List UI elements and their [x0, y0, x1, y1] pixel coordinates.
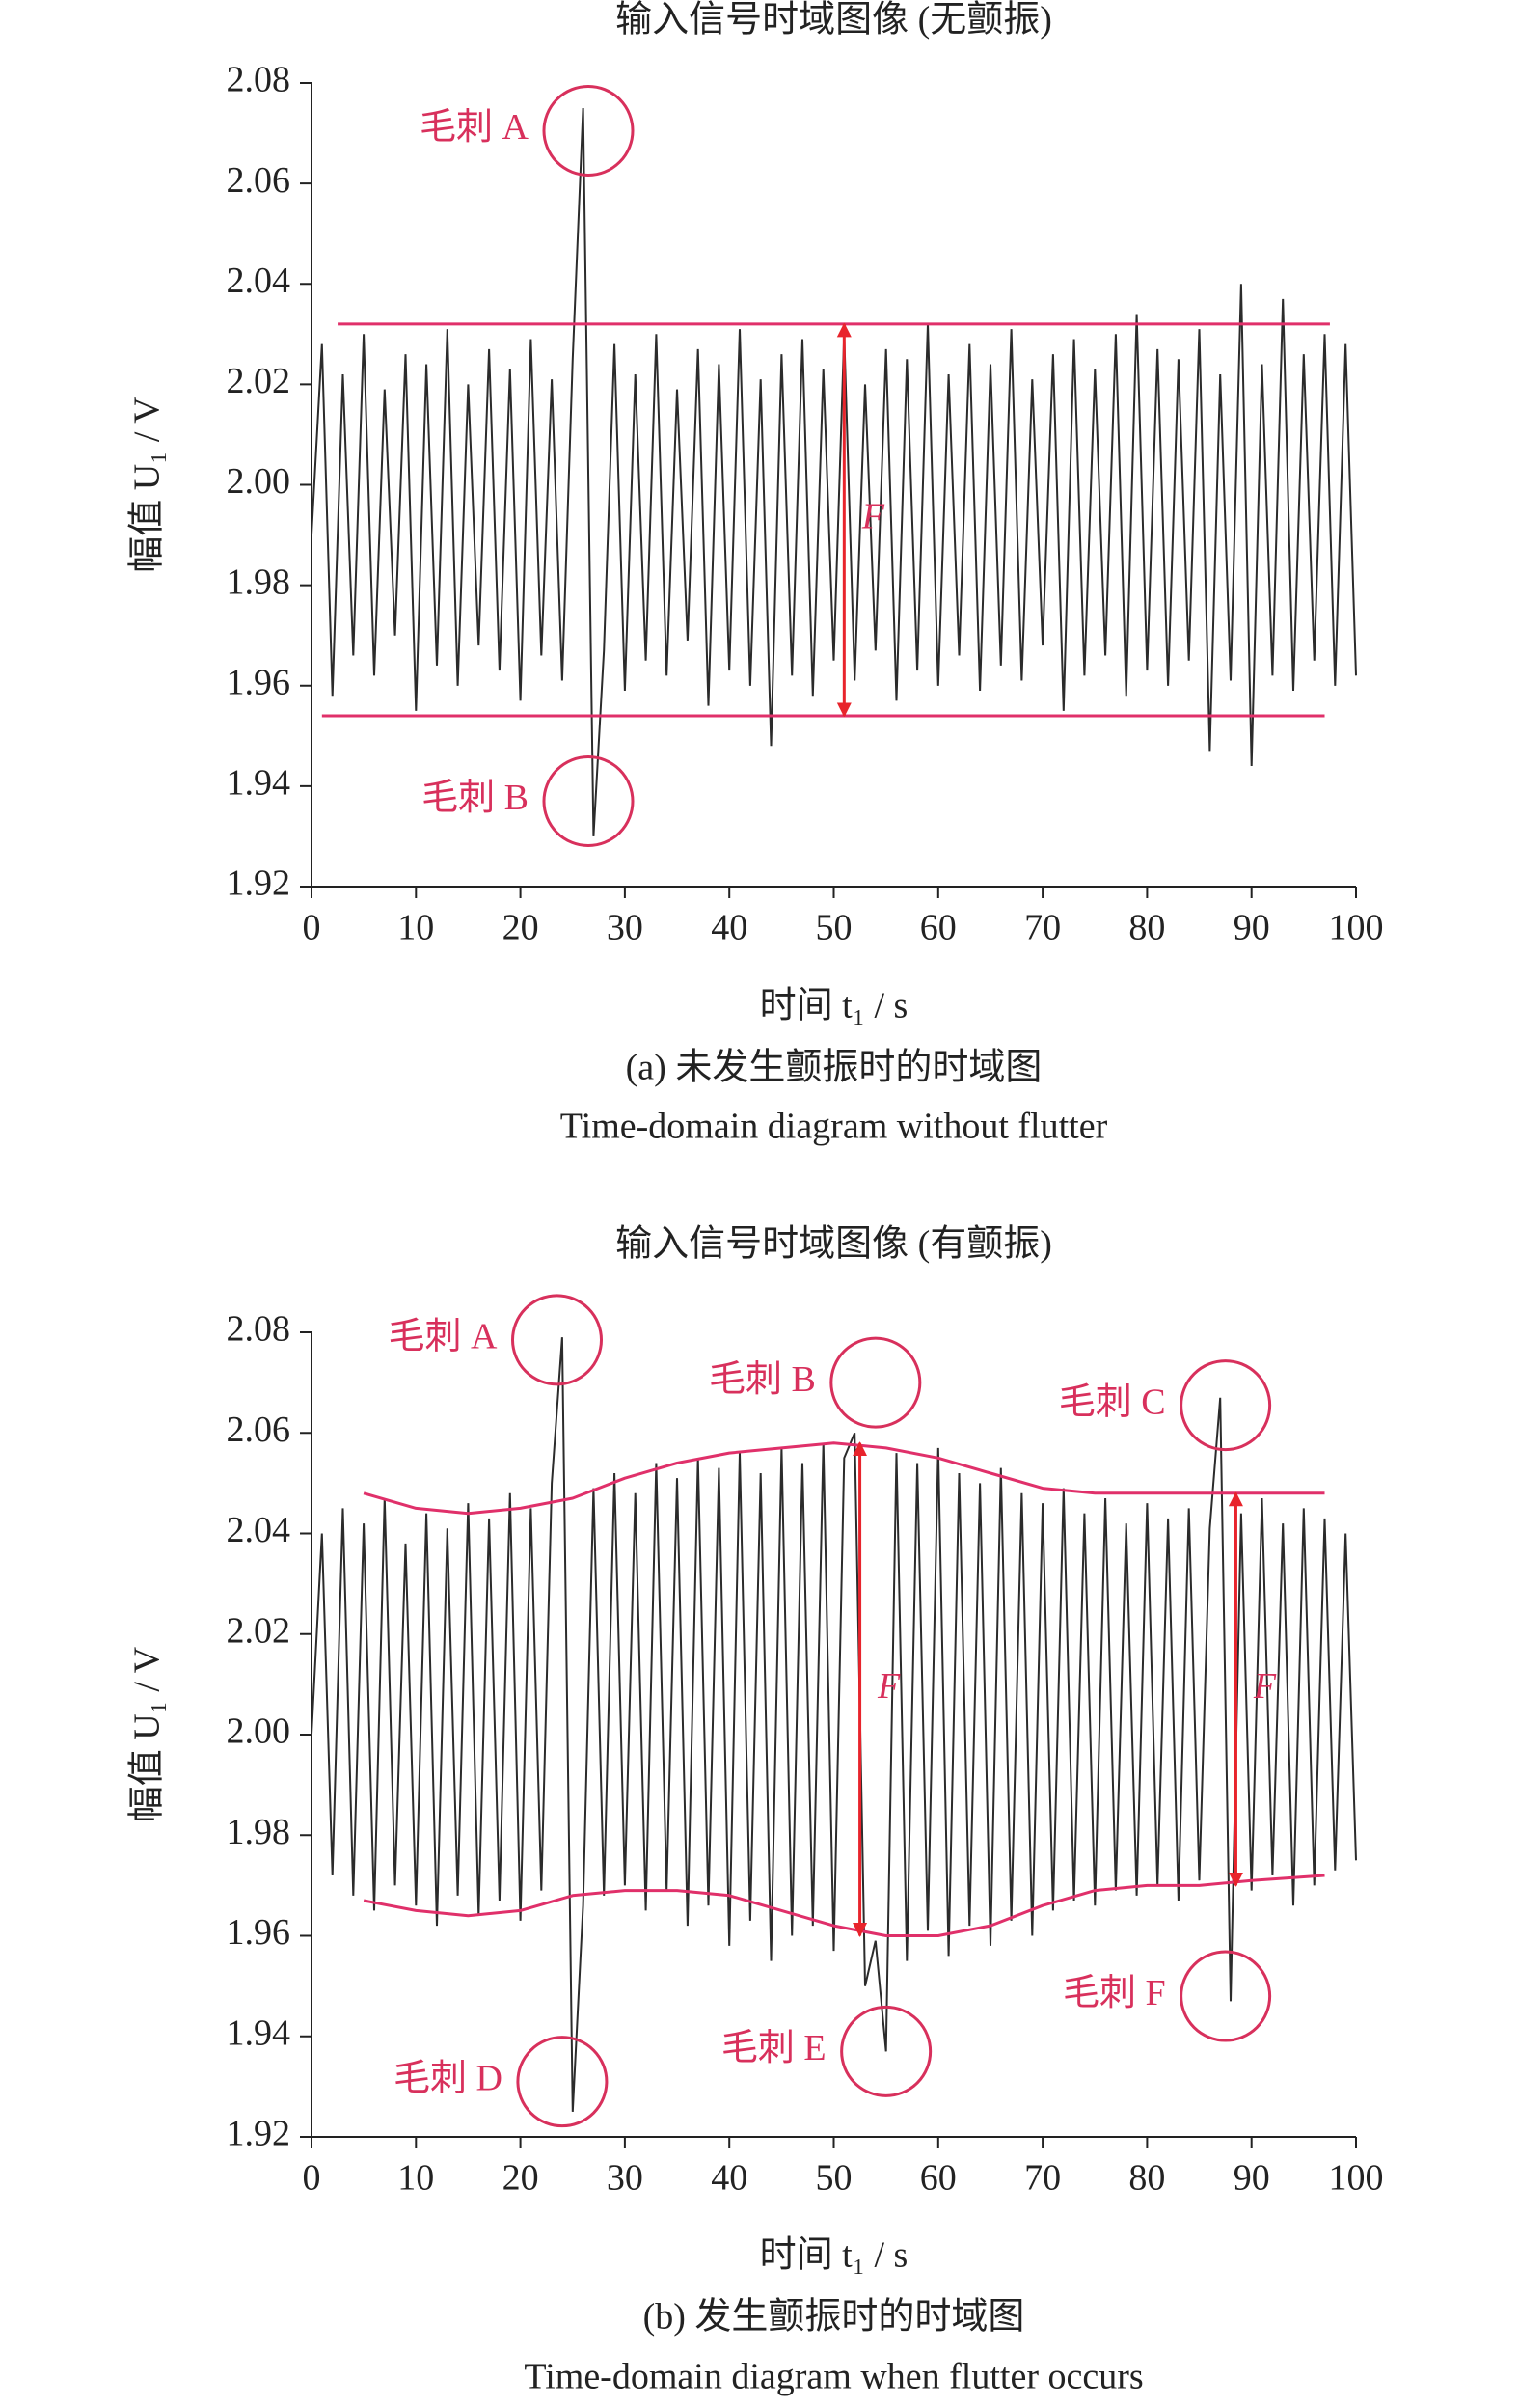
y-tick-label: 1.98 [227, 1812, 291, 1852]
x-tick-label: 10 [397, 908, 434, 948]
x-tick-label: 10 [397, 2158, 434, 2199]
x-tick-label: 50 [816, 2158, 853, 2199]
y-axis-label: 幅值 U₁ / V [127, 397, 168, 573]
spike-circle [840, 2005, 933, 2097]
y-tick-label: 2.08 [227, 60, 291, 100]
y-tick-label: 1.92 [227, 2114, 291, 2154]
y-tick-label: 2.00 [227, 1711, 291, 1752]
x-tick-label: 0 [303, 908, 321, 948]
x-tick-label: 70 [1024, 2158, 1061, 2199]
arrow-label: F [877, 1666, 901, 1707]
y-tick-label: 2.04 [227, 1510, 291, 1550]
spike-label: 毛刺 C [1059, 1382, 1166, 1422]
y-tick-label: 1.98 [227, 561, 291, 602]
y-tick-label: 1.92 [227, 863, 291, 904]
y-tick-label: 2.06 [227, 160, 291, 201]
caption-en: Time-domain diagram without flutter [560, 1107, 1108, 1147]
x-tick-label: 100 [1329, 908, 1384, 948]
x-tick-label: 60 [920, 908, 957, 948]
y-axis-label: 幅值 U₁ / V [127, 1646, 168, 1822]
caption: (a) 未发生颤振时的时域图 [626, 1048, 1043, 1088]
chart-title: 输入信号时域图像 (有颤振) [615, 1224, 1052, 1265]
y-tick-label: 1.94 [227, 2012, 291, 2053]
y-tick-label: 2.02 [227, 1610, 291, 1651]
x-tick-label: 40 [711, 2158, 747, 2199]
y-tick-label: 2.08 [227, 1309, 291, 1350]
spike-label: 毛刺 A [389, 1317, 499, 1357]
spike-label: 毛刺 B [709, 1359, 816, 1400]
y-tick-label: 2.06 [227, 1409, 291, 1450]
x-tick-label: 90 [1234, 908, 1270, 948]
caption: (b) 发生颤振时的时域图 [643, 2297, 1025, 2338]
y-tick-label: 1.96 [227, 662, 291, 702]
x-tick-label: 30 [607, 2158, 643, 2199]
spike-label: 毛刺 F [1063, 1973, 1166, 2013]
spike-circle [511, 1294, 604, 1386]
x-tick-label: 50 [816, 908, 853, 948]
arrow-label: F [1253, 1666, 1277, 1707]
x-tick-label: 80 [1128, 908, 1165, 948]
x-tick-label: 90 [1234, 2158, 1270, 2199]
signal-line [311, 1337, 1357, 2112]
signal-line [311, 107, 1357, 836]
spike-label: 毛刺 D [393, 2058, 502, 2098]
x-axis-label: 时间 t₁ / s [760, 2235, 909, 2276]
spike-label: 毛刺 E [721, 2028, 827, 2068]
x-tick-label: 70 [1024, 908, 1061, 948]
arrow-label: F [861, 497, 885, 537]
spike-circle [1180, 1359, 1272, 1452]
y-tick-label: 2.02 [227, 361, 291, 401]
x-tick-label: 100 [1329, 2158, 1384, 2199]
spike-circle [542, 754, 635, 847]
spike-circle [516, 2036, 609, 2128]
caption-en: Time-domain diagram when flutter occurs [524, 2357, 1143, 2397]
spike-circle [829, 1336, 922, 1429]
x-tick-label: 30 [607, 908, 643, 948]
envelope-line [363, 1441, 1325, 1516]
spike-circle [1180, 1950, 1272, 2042]
x-tick-label: 20 [502, 2158, 539, 2199]
spike-label: 毛刺 A [420, 107, 529, 148]
chart-title: 输入信号时域图像 (无颤振) [615, 0, 1052, 41]
spike-circle [542, 84, 635, 177]
x-tick-label: 40 [711, 908, 747, 948]
y-tick-label: 1.96 [227, 1912, 291, 1953]
y-tick-label: 2.00 [227, 461, 291, 502]
x-tick-label: 80 [1128, 2158, 1165, 2199]
x-tick-label: 0 [303, 2158, 321, 2199]
envelope-line [363, 1874, 1325, 1937]
spike-label: 毛刺 B [421, 778, 529, 818]
y-tick-label: 1.94 [227, 763, 291, 804]
x-axis-label: 时间 t₁ / s [760, 986, 909, 1026]
x-tick-label: 60 [920, 2158, 957, 2199]
y-tick-label: 2.04 [227, 260, 291, 301]
x-tick-label: 20 [502, 908, 539, 948]
